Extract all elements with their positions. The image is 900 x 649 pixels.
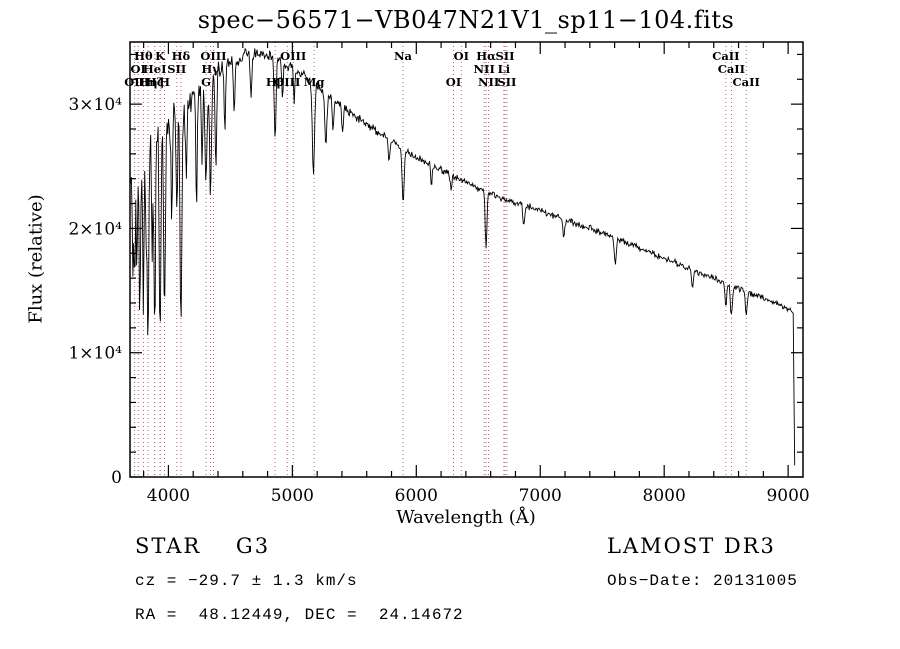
line-marker-label: CaII <box>718 62 745 76</box>
line-marker-label: NII <box>474 62 495 76</box>
line-marker-label: SII <box>495 49 514 63</box>
x-tick-label: 5000 <box>271 486 314 506</box>
line-marker-label: Hζ <box>146 75 164 89</box>
y-axis-label: Flux (relative) <box>25 194 47 324</box>
line-marker-label: Hα <box>476 49 496 63</box>
x-tick-label: 4000 <box>147 486 190 506</box>
coordinates-text: RA = 48.12449, DEC = 24.14672 <box>135 606 464 624</box>
y-tick-label: 3×10⁴ <box>68 95 122 115</box>
radial-velocity-text: cz = −29.7 ± 1.3 km/s <box>135 572 358 590</box>
line-marker-label: OIII <box>280 49 306 63</box>
line-marker-label: OI <box>130 62 145 76</box>
line-marker-label: Li <box>498 62 511 76</box>
line-marker-label: OI <box>446 75 461 89</box>
line-marker-label: CaII <box>733 75 760 89</box>
line-marker-label: OII <box>124 75 145 89</box>
line-marker-label: K <box>155 49 166 63</box>
line-marker-label: SII <box>167 62 186 76</box>
x-axis-label: Wavelength (Å) <box>396 507 536 528</box>
line-marker-label: Na <box>394 49 413 63</box>
line-marker-label: H <box>159 75 170 89</box>
classification-text: STAR G3 <box>135 534 271 558</box>
line-marker-label: OIII <box>274 75 300 89</box>
y-tick-label: 0 <box>111 468 122 488</box>
x-tick-label: 8000 <box>643 486 686 506</box>
survey-release-text: LAMOST DR3 <box>607 534 776 558</box>
line-marker-label: OI <box>454 49 469 63</box>
line-marker-label: OIII <box>200 49 226 63</box>
plot-title: spec−56571−VB047N21V1_sp11−104.fits <box>197 6 735 34</box>
line-marker-label: CaII <box>712 49 739 63</box>
obs-date-text: Obs−Date: 20131005 <box>607 572 798 590</box>
line-marker-label: G <box>201 75 211 89</box>
line-marker-label: NII <box>478 75 499 89</box>
x-tick-label: 7000 <box>519 486 562 506</box>
line-marker-label: SII <box>497 75 516 89</box>
line-marker-label: HeI <box>143 62 167 76</box>
x-tick-label: 6000 <box>395 486 438 506</box>
axis-box <box>129 41 804 478</box>
spectrum-trace <box>130 47 796 466</box>
line-marker-label: Hβ <box>266 75 285 89</box>
y-tick-label: 2×10⁴ <box>68 219 122 239</box>
line-marker-label: Hδ <box>172 49 191 63</box>
line-marker-label: Mg <box>304 75 325 89</box>
y-tick-label: 1×10⁴ <box>68 344 122 364</box>
line-marker-label: Hγ <box>201 62 220 76</box>
line-marker-label: Hη <box>138 75 157 89</box>
line-marker-label: Hθ <box>134 49 153 63</box>
x-tick-label: 9000 <box>766 486 809 506</box>
